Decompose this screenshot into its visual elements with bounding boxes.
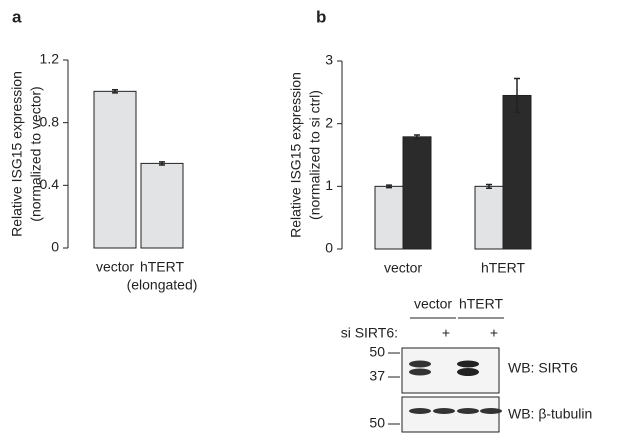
lane-label: vector [414,296,452,312]
panel-label: b [316,7,326,26]
blot-tubulin [401,396,502,433]
x-tick-label: hTERT [481,260,526,276]
condition-label: si SIRT6: [341,325,398,341]
y-axis-label: Relative ISG15 expression [9,71,25,237]
ladder-label: 37 [369,368,385,384]
condition-mark: + [442,325,450,341]
error-bar [386,184,392,189]
x-tick-label: vector [384,260,422,276]
error-bar [112,89,118,94]
bar [474,185,504,250]
bar [93,90,137,249]
ladder-label: 50 [369,344,385,360]
wb-label: WB: SIRT6 [508,360,578,376]
y-axis-label: (normalized to vector) [28,86,44,221]
wb-label: WB: β-tubulin [508,406,592,422]
y-axis-label: (normalized to si ctrl) [307,90,323,220]
panel-label: a [12,7,22,26]
y-tick-label: 2 [325,114,333,130]
bar [374,185,404,250]
x-tick-label: hTERT [140,259,185,275]
error-bar [159,161,165,166]
x-tick-label: (elongated) [127,277,198,293]
x-tick-label: vector [96,259,134,275]
y-tick-label: 1 [325,177,333,193]
y-tick-label: 0 [51,239,59,255]
y-axis-label: Relative ISG15 expression [288,72,304,238]
bar [502,94,532,250]
y-tick-label: 0.8 [40,113,60,129]
bar [402,136,432,250]
y-tick-label: 3 [325,52,333,68]
blot-sirt6 [401,347,500,394]
error-bar [486,183,492,189]
condition-mark: + [490,325,498,341]
y-tick-label: 1.2 [40,51,60,67]
bar [140,162,184,249]
lane-label: hTERT [459,296,504,312]
error-bar [414,134,420,140]
error-bar [514,77,520,114]
y-tick-label: 0 [325,240,333,256]
ladder-label: 50 [369,415,385,431]
y-tick-label: 0.4 [40,176,60,192]
